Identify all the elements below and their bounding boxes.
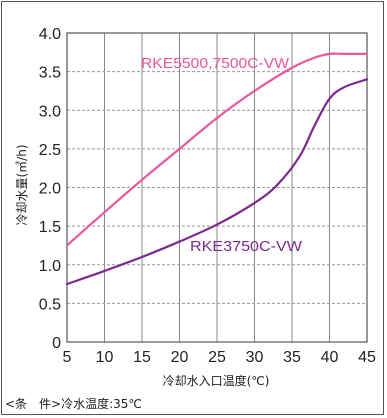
y-tick-label: 3.0 xyxy=(39,103,61,120)
y-axis-label: 冷却水量(㎥/h) xyxy=(15,144,29,225)
y-tick-label: 1.0 xyxy=(39,258,61,275)
y-tick-label: 4.0 xyxy=(39,26,61,43)
tick-labels: 5 10 15 20 25 30 35 40 45 0 0.5 1.0 1.5 2.0 2.5 3.0 3.5 4… xyxy=(39,26,376,366)
series-line-1 xyxy=(65,78,369,286)
x-tick-label: 40 xyxy=(321,349,339,366)
series-lines xyxy=(65,52,369,286)
y-tick-label: 0 xyxy=(52,335,61,352)
series-label-rke3750: RKE3750C-VW xyxy=(190,238,303,255)
y-tick-label: 2.0 xyxy=(39,181,61,198)
x-tick-label: 35 xyxy=(283,349,301,366)
series-label-rke5500-7500: RKE5500,7500C-VW xyxy=(141,55,290,72)
plot-border xyxy=(66,32,368,343)
series-line-0 xyxy=(65,52,369,247)
y-tick-label: 1.5 xyxy=(39,219,61,236)
x-tick-label: 30 xyxy=(246,349,264,366)
x-tick-label: 10 xyxy=(96,349,114,366)
y-tick-label: 3.5 xyxy=(39,65,61,82)
grid xyxy=(66,32,368,343)
condition-note: <条 件>冷水温度:35℃ xyxy=(5,397,142,411)
x-tick-label: 45 xyxy=(358,349,376,366)
x-tick-label: 20 xyxy=(171,349,189,366)
x-axis-label: 冷却水入口温度(℃) xyxy=(163,373,270,388)
y-tick-label: 0.5 xyxy=(39,296,61,313)
y-tick-label: 2.5 xyxy=(39,142,61,159)
x-tick-label: 25 xyxy=(208,349,226,366)
x-tick-label: 15 xyxy=(133,349,151,366)
x-tick-label: 5 xyxy=(63,349,72,366)
